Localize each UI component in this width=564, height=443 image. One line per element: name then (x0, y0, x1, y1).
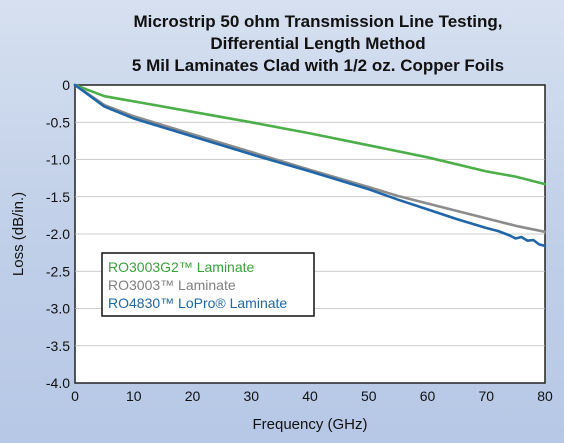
y-tick-label: -2.5 (46, 263, 70, 279)
x-tick-label: 60 (420, 388, 436, 404)
series-lines (73, 83, 547, 248)
series-line-1 (73, 83, 547, 186)
y-axis-title: Loss (dB/in.) (10, 192, 27, 276)
legend-entry-ro3003: RO3003™ Laminate (108, 277, 236, 293)
x-tick-label: 20 (185, 388, 201, 404)
x-tick-label: 10 (126, 388, 142, 404)
x-tick-label: 0 (71, 388, 79, 404)
y-tick-label: -3.5 (46, 338, 70, 354)
legend-entry-ro3003g2: RO3003G2™ Laminate (108, 259, 255, 275)
y-tick-label: -2.0 (46, 226, 70, 242)
y-tick-label: -3.0 (46, 301, 70, 317)
legend-box (101, 252, 315, 317)
series-line-2 (73, 83, 547, 234)
y-tick-label: -4.0 (46, 375, 70, 391)
y-tick-label: -0.5 (46, 114, 70, 130)
chart-title-line-3: 5 Mil Laminates Clad with 1/2 oz. Copper… (132, 56, 504, 75)
x-tick-label: 50 (361, 388, 377, 404)
x-tick-label: 30 (243, 388, 259, 404)
y-tick-label: -1.5 (46, 189, 70, 205)
y-tick-label: -1.0 (46, 152, 70, 168)
y-tick-label: 0 (62, 77, 70, 93)
legend: RO3003G2™ Laminate RO3003™ Laminate RO48… (101, 252, 315, 317)
chart-title-line-1: Microstrip 50 ohm Transmission Line Test… (133, 12, 502, 31)
x-tick-label: 80 (537, 388, 553, 404)
x-tick-label: 70 (478, 388, 494, 404)
chart-title-line-2: Differential Length Method (210, 34, 425, 53)
x-axis-title: Frequency (GHz) (252, 416, 367, 433)
y-tick-labels: 0 -0.5 -1.0 -1.5 -2.0 -2.5 -3.0 -3.5 -4.0 (46, 77, 70, 391)
x-tick-labels: 0 10 20 30 40 50 60 70 80 (71, 388, 553, 404)
series-line-3 (73, 83, 547, 248)
legend-entry-ro4830: RO4830™ LoPro® Laminate (108, 295, 287, 311)
x-tick-label: 40 (302, 388, 318, 404)
